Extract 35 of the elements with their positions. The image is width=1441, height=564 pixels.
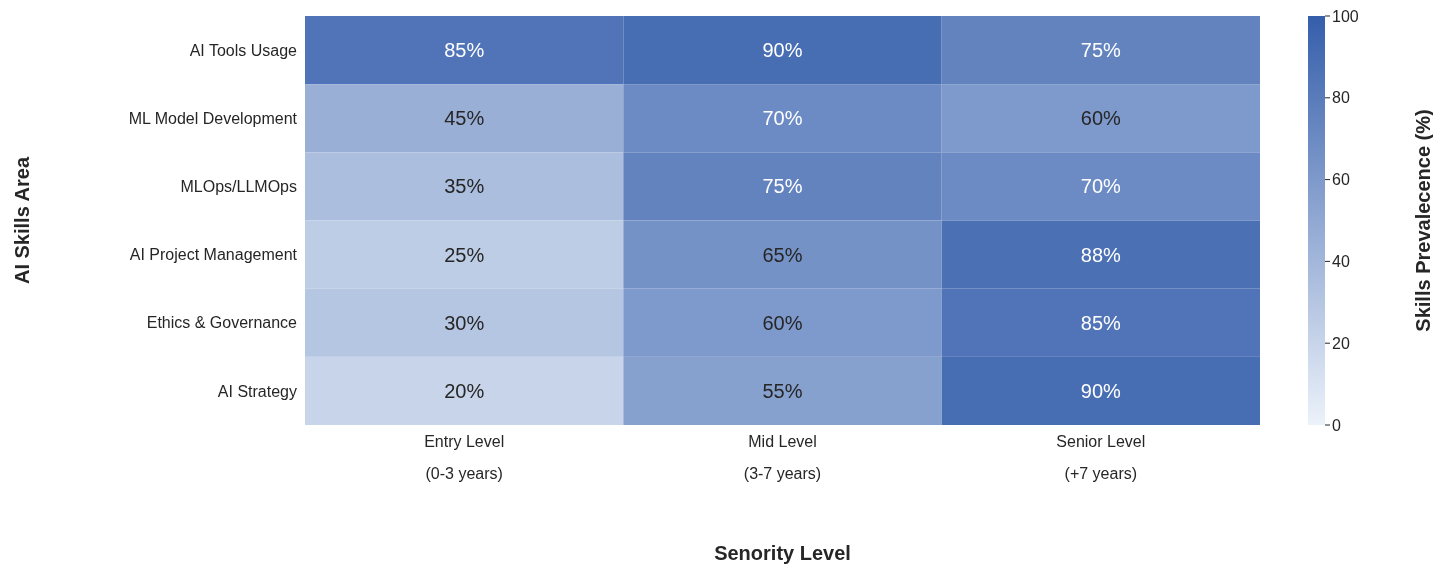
y-axis-title: AI Skills Area — [11, 156, 34, 285]
y-tick-label: AI Tools Usage — [189, 41, 298, 59]
data-label: 60% — [762, 311, 803, 334]
data-label: 88% — [1080, 243, 1122, 266]
color-bar-label: 100 — [1332, 7, 1359, 25]
data-label: 75% — [762, 175, 803, 198]
color-bar-label: 80 — [1332, 89, 1350, 107]
data-label: 85% — [1080, 311, 1122, 334]
data-label: 75% — [1080, 39, 1122, 62]
x-tick-label: Mid Level (3-7 years) — [743, 433, 822, 482]
data-label: 85% — [444, 39, 485, 62]
data-label: 90% — [762, 39, 803, 62]
y-tick-label: MLOps/LLMOps — [180, 178, 297, 196]
y-tick-label: AI Strategy — [217, 382, 297, 400]
data-label: 30% — [444, 311, 485, 334]
data-label: 70% — [1080, 175, 1122, 198]
data-label: 70% — [762, 107, 803, 130]
y-tick-label: ML Model Development — [128, 109, 298, 127]
color-bar-label: 40 — [1332, 252, 1350, 270]
y-tick-label: Ethics & Governance — [146, 314, 298, 332]
y-tick-label: AI Project Management — [129, 246, 298, 264]
data-label: 20% — [444, 379, 485, 402]
x-tick-label: Senior Level (+7 years) — [1056, 433, 1146, 482]
data-label: 60% — [1080, 107, 1122, 130]
data-label: 55% — [762, 379, 803, 402]
color-bar-label: 0 — [1332, 416, 1341, 434]
data-label: 25% — [444, 243, 485, 266]
x-axis-title: Senority Level — [714, 542, 851, 564]
data-label: 90% — [1080, 379, 1122, 402]
color-bar-label: 20 — [1332, 334, 1350, 352]
data-label: 35% — [444, 175, 485, 198]
data-label: 45% — [444, 107, 485, 130]
data-label: 65% — [762, 243, 803, 266]
color-bar-label: 60 — [1332, 171, 1350, 189]
x-tick-label: Entry Level (0-3 years) — [424, 433, 505, 482]
